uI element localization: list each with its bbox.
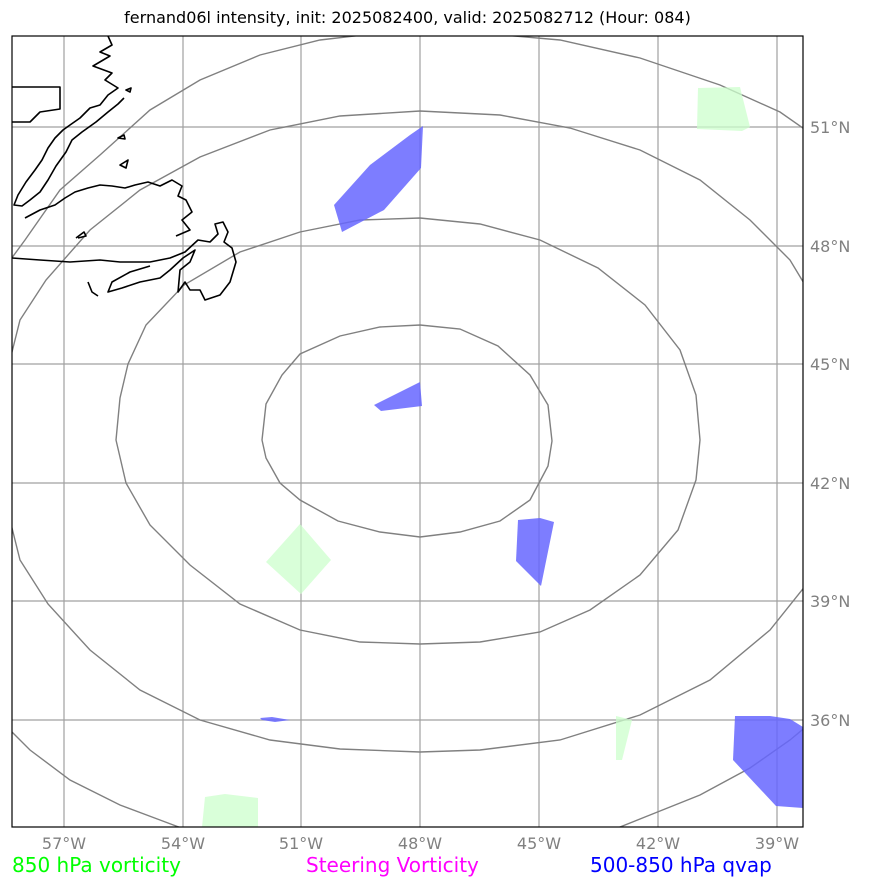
coastline-peninsula bbox=[24, 179, 193, 237]
map-title: fernand06l intensity, init: 2025082400, … bbox=[124, 8, 691, 27]
vorticity-patch bbox=[266, 524, 331, 594]
range-ring-middle bbox=[115, 217, 701, 645]
map-frame bbox=[11, 35, 804, 828]
lat-tick-label: 39°N bbox=[810, 592, 850, 611]
lon-tick-label: 42°W bbox=[636, 834, 680, 853]
qvap-patch bbox=[516, 518, 554, 586]
range-rings bbox=[12, 36, 803, 827]
vorticity-patch bbox=[697, 87, 750, 131]
coastline-shoreline bbox=[13, 36, 125, 207]
legend-qvap: 500-850 hPa qvap bbox=[590, 853, 772, 877]
qvap-patch bbox=[334, 126, 423, 232]
graticule bbox=[12, 36, 803, 827]
lat-tick-label: 51°N bbox=[810, 118, 850, 137]
lat-tick-label: 45°N bbox=[810, 355, 850, 374]
coastline-island bbox=[119, 159, 129, 169]
range-ring-outermost-bottom bbox=[12, 728, 803, 827]
qvap-patch bbox=[733, 716, 803, 808]
lat-tick-label: 36°N bbox=[810, 711, 850, 730]
lat-tick-label: 48°N bbox=[810, 237, 850, 256]
lat-tick-label: 42°N bbox=[810, 474, 850, 493]
lon-tick-label: 45°W bbox=[517, 834, 561, 853]
lon-tick-label: 51°W bbox=[279, 834, 323, 853]
vorticity-patch bbox=[202, 794, 258, 827]
coastline-labrador bbox=[12, 86, 61, 123]
lat-tick-labels: 51°N 48°N 45°N 42°N 39°N 36°N bbox=[810, 118, 850, 730]
coastline-island bbox=[117, 134, 126, 140]
range-ring-outer bbox=[12, 110, 803, 753]
vorticity-patch bbox=[616, 716, 632, 760]
legend-850-vorticity: 850 hPa vorticity bbox=[12, 853, 181, 877]
qvap-patch bbox=[374, 382, 422, 411]
range-ring-inner bbox=[261, 324, 553, 538]
lon-tick-labels: 57°W 54°W 51°W 48°W 45°W 42°W 39°W bbox=[42, 834, 799, 853]
coastline-newfoundland bbox=[12, 221, 237, 301]
coastline-island bbox=[87, 281, 99, 297]
lon-tick-label: 39°W bbox=[755, 834, 799, 853]
qvap-fields bbox=[260, 126, 803, 808]
coastline-island bbox=[125, 87, 132, 93]
coastline-island bbox=[75, 231, 87, 239]
qvap-patch bbox=[260, 717, 290, 722]
lon-tick-label: 54°W bbox=[161, 834, 205, 853]
legend-steering-vorticity: Steering Vorticity bbox=[306, 853, 479, 877]
vorticity-850-fields bbox=[202, 87, 750, 827]
coastlines bbox=[12, 36, 237, 301]
lon-tick-label: 57°W bbox=[42, 834, 86, 853]
lon-tick-label: 48°W bbox=[398, 834, 442, 853]
